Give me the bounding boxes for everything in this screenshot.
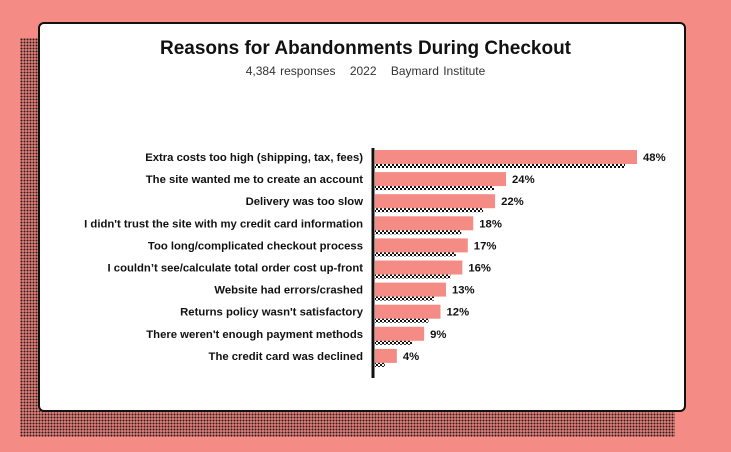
- subtitle-responses: 4,384 responses: [245, 64, 336, 78]
- category-label: Returns policy wasn't satisfactory: [180, 307, 364, 319]
- subtitle-source: Baymard Institute: [390, 64, 486, 78]
- category-label: I couldn’t see/calculate total order cos…: [108, 263, 364, 275]
- bar-shadow: [375, 251, 456, 257]
- bar-shadow: [375, 273, 451, 279]
- value-label: 4%: [403, 351, 419, 363]
- value-label: 24%: [512, 174, 535, 186]
- chart-subtitle: 4,384 responses 2022 Baymard Institute: [0, 64, 731, 78]
- value-label: 18%: [479, 218, 502, 230]
- category-label: I didn't trust the site with my credit c…: [84, 218, 363, 230]
- bar: [375, 238, 468, 253]
- bar-shadow: [375, 207, 484, 213]
- value-label: 17%: [474, 240, 497, 252]
- value-label: 13%: [452, 285, 475, 297]
- bar: [375, 304, 441, 319]
- category-label: The site wanted me to create an account: [146, 174, 363, 186]
- bar: [375, 172, 506, 187]
- category-label: Extra costs too high (shipping, tax, fee…: [145, 152, 363, 164]
- category-label: Too long/complicated checkout process: [148, 240, 363, 252]
- subtitle-year: 2022: [349, 64, 377, 78]
- bar: [375, 326, 425, 341]
- bar-shadow: [375, 229, 462, 235]
- bar: [375, 260, 463, 275]
- bar: [375, 150, 637, 164]
- bar-shadow: [375, 163, 625, 168]
- value-label: 12%: [447, 307, 470, 319]
- chart-card: [38, 22, 686, 412]
- category-label: Website had errors/crashed: [214, 285, 363, 297]
- chart-title: Reasons for Abandonments During Checkout: [160, 38, 571, 59]
- bar-shadow: [375, 317, 429, 323]
- category-label: The credit card was declined: [209, 351, 364, 363]
- bar: [375, 194, 496, 209]
- bar-shadow: [375, 339, 413, 345]
- value-label: 16%: [468, 263, 491, 275]
- value-label: 48%: [643, 152, 666, 164]
- bar: [375, 348, 397, 363]
- bar: [375, 282, 446, 297]
- bar-shadow: [375, 185, 494, 191]
- value-label: 9%: [430, 329, 446, 341]
- category-label: Delivery was too slow: [246, 196, 364, 208]
- bar-shadow: [375, 361, 385, 367]
- bar: [375, 216, 474, 231]
- bar-shadow: [375, 295, 434, 301]
- value-label: 22%: [501, 196, 524, 208]
- category-label: There weren't enough payment methods: [146, 329, 363, 341]
